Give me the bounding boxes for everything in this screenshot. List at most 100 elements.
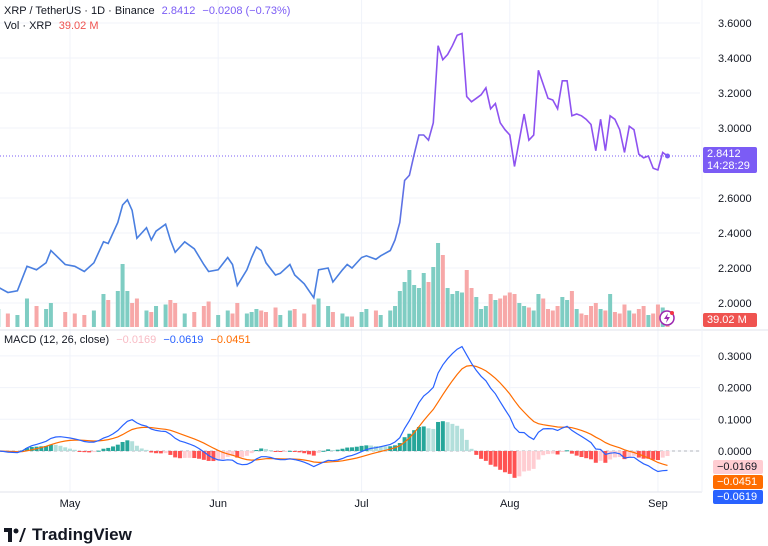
volume-bar [507, 292, 512, 327]
macd-histogram-bar [58, 445, 63, 451]
macd-histogram-bar [268, 450, 273, 452]
macd-histogram-bar [134, 445, 139, 451]
volume-bar [431, 267, 436, 327]
macd-label[interactable]: MACD (12, 26, close) [4, 334, 110, 346]
volume-bar [249, 312, 254, 327]
macd-tag: −0.0619 [713, 490, 763, 504]
macd-histogram-bar [526, 451, 531, 471]
volume-bar [474, 297, 479, 327]
macd-histogram-bar [378, 446, 383, 451]
volume-bar [479, 309, 484, 327]
volume-bar [622, 304, 627, 327]
symbol-title[interactable]: XRP / TetherUS · 1D · Binance [4, 5, 155, 17]
volume-bar [340, 313, 345, 327]
macd-histogram-bar [120, 441, 125, 451]
volume-value: 39.02 M [58, 20, 99, 32]
macd-histogram-bar [192, 451, 197, 459]
macd-histogram-bar [612, 451, 617, 458]
volume-bar [498, 298, 503, 327]
price-tag-price: 2.8412 [707, 148, 741, 160]
macd-histogram-bar [278, 451, 283, 452]
macd-histogram-bar [512, 451, 517, 478]
macd-histogram-bar [240, 451, 245, 458]
macd-histogram-bar [48, 444, 53, 451]
macd-histogram-bar [651, 451, 656, 460]
volume-bar [593, 303, 598, 327]
macd-histogram-bar [29, 446, 34, 451]
tradingview-logo[interactable]: TradingView [4, 525, 132, 545]
macd-histogram-bar [397, 443, 402, 451]
macd-histogram-bar [87, 451, 92, 453]
macd-histogram-bar [665, 451, 670, 457]
volume-bar [15, 315, 20, 327]
macd-histogram-bar [426, 428, 431, 451]
macd-histogram-bar [450, 423, 455, 451]
volume-bar [608, 294, 613, 327]
volume-bar [517, 303, 522, 327]
volume-bar [589, 306, 594, 327]
volume-bar [655, 304, 660, 327]
volume-bar [292, 309, 297, 327]
macd-histogram-bar [483, 451, 488, 461]
volume-tag: 39.02 M [703, 313, 757, 327]
macd-histogram-bar [39, 446, 44, 451]
volume-bar [359, 312, 364, 327]
volume-bar [144, 310, 149, 327]
volume-bar [134, 298, 139, 327]
macd-histogram-bar [488, 451, 493, 465]
macd-histogram-bar [158, 451, 163, 454]
macd-histogram-bar [230, 451, 235, 457]
macd-histogram-bar [244, 451, 249, 456]
volume-bar [469, 288, 474, 327]
macd-histogram-bar [82, 451, 87, 453]
volume-bar [541, 298, 546, 327]
macd-histogram-bar [330, 450, 335, 452]
macd-histogram-bar [622, 451, 627, 460]
price-axis-label: 2.0000 [718, 298, 752, 310]
volume-bar [612, 312, 617, 327]
volume-bar [440, 255, 445, 327]
volume-bar [536, 294, 541, 327]
macd-histogram-bar [53, 444, 58, 451]
volume-bar [163, 304, 168, 327]
macd-histogram-bar [469, 448, 474, 451]
macd-histogram-bar [507, 451, 512, 474]
price-axis-label: 2.2000 [718, 263, 752, 275]
time-axis-label: Aug [500, 498, 520, 510]
volume-bar [531, 310, 536, 327]
macd-histogram-bar [522, 451, 527, 472]
volume-bar [402, 282, 407, 327]
macd-histogram-bar [536, 451, 541, 460]
volume-legend: Vol · XRP 39.02 M [4, 20, 103, 33]
volume-bar [34, 306, 39, 327]
macd-histogram-bar [412, 430, 417, 451]
volume-bar [641, 306, 646, 327]
volume-bar [168, 300, 173, 327]
volume-bar [225, 310, 230, 327]
volume-bar [488, 294, 493, 327]
macd-histogram-bar [144, 449, 149, 451]
volume-bar [550, 310, 555, 327]
macd-histogram-bar [603, 451, 608, 463]
macd-axis-label: 0.2000 [718, 383, 752, 395]
volume-bar [259, 310, 264, 327]
volume-label[interactable]: Vol · XRP [4, 20, 52, 32]
macd-histogram-bar [373, 446, 378, 451]
volume-bar [493, 300, 498, 327]
volume-bar [115, 291, 120, 327]
macd-histogram-bar [287, 450, 292, 452]
volume-bar [63, 312, 68, 327]
macd-value: −0.0619 [163, 334, 204, 346]
macd-histogram-bar [541, 451, 546, 456]
volume-bar [287, 310, 292, 327]
macd-histogram-bar [436, 421, 441, 451]
volume-bar [120, 264, 125, 327]
macd-histogram-value: −0.0169 [116, 334, 157, 346]
macd-histogram-bar [565, 450, 570, 452]
volume-bar [436, 243, 441, 327]
macd-histogram-bar [211, 451, 216, 462]
volume-bar [464, 270, 469, 327]
volume-bar [574, 309, 579, 327]
macd-histogram-bar [72, 449, 77, 451]
